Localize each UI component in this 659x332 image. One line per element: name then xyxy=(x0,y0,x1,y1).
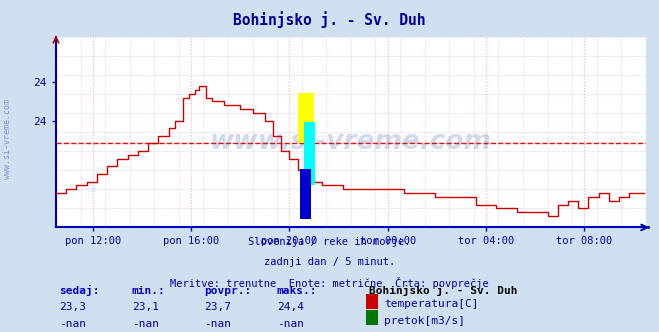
Text: pretok[m3/s]: pretok[m3/s] xyxy=(384,316,465,326)
Text: -nan: -nan xyxy=(204,319,231,329)
Text: temperatura[C]: temperatura[C] xyxy=(384,299,478,309)
Text: 23,7: 23,7 xyxy=(204,302,231,312)
Text: 24,4: 24,4 xyxy=(277,302,304,312)
Text: zadnji dan / 5 minut.: zadnji dan / 5 minut. xyxy=(264,257,395,267)
Text: povpr.:: povpr.: xyxy=(204,286,252,296)
Text: min.:: min.: xyxy=(132,286,165,296)
Text: www.si-vreme.com: www.si-vreme.com xyxy=(210,128,492,154)
Text: -nan: -nan xyxy=(59,319,86,329)
Text: -nan: -nan xyxy=(132,319,159,329)
Text: maks.:: maks.: xyxy=(277,286,317,296)
Text: www.si-vreme.com: www.si-vreme.com xyxy=(3,100,13,179)
Text: 23,1: 23,1 xyxy=(132,302,159,312)
FancyBboxPatch shape xyxy=(304,123,315,185)
Text: 23,3: 23,3 xyxy=(59,302,86,312)
Text: Meritve: trenutne  Enote: metrične  Črta: povprečje: Meritve: trenutne Enote: metrične Črta: … xyxy=(170,277,489,289)
Text: Slovenija / reke in morje.: Slovenija / reke in morje. xyxy=(248,237,411,247)
FancyBboxPatch shape xyxy=(298,93,314,143)
Text: sedaj:: sedaj: xyxy=(59,285,100,296)
Text: Bohinjsko j. - Sv. Duh: Bohinjsko j. - Sv. Duh xyxy=(233,12,426,29)
Text: Bohinjsko j. - Sv. Duh: Bohinjsko j. - Sv. Duh xyxy=(369,285,517,296)
Text: -nan: -nan xyxy=(277,319,304,329)
FancyBboxPatch shape xyxy=(300,169,311,219)
